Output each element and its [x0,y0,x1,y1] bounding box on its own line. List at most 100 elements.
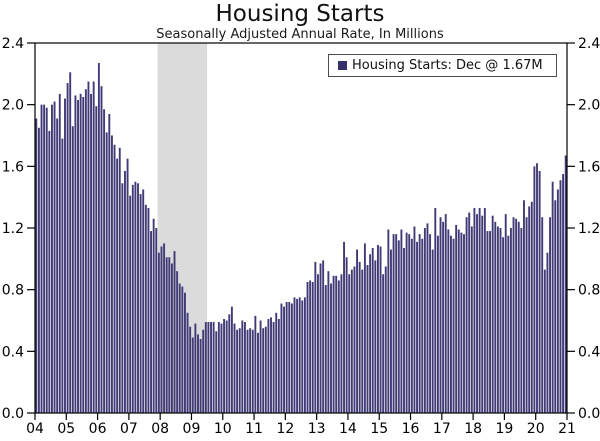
bar [270,317,272,413]
bar [35,118,38,413]
bar [124,170,126,413]
bar [387,229,390,413]
bar [204,322,207,413]
bar [405,232,408,414]
bar [483,207,486,413]
bar [473,207,476,413]
bar [382,274,385,413]
bar [390,249,392,413]
bar [108,113,111,414]
x-axis-label: 15 [370,421,388,437]
y-axis-label-right: 1.2 [578,221,600,237]
bar [491,215,494,413]
bar [100,86,103,414]
bar [82,96,85,414]
bar [77,100,79,413]
x-axis-label: 17 [433,421,451,437]
bar [478,207,481,413]
bar [296,298,299,413]
bar [392,234,395,413]
y-axis-label-right: 0.8 [578,283,600,299]
bar [465,217,468,413]
bar [423,228,426,413]
bar [549,217,551,413]
bar [58,93,61,414]
bar [512,217,515,413]
bar [468,212,471,413]
bar [251,329,254,413]
bar [496,226,499,413]
bar [262,328,265,413]
bar [418,234,421,413]
bar [144,204,147,413]
bar [84,89,87,413]
bar [358,261,361,413]
chart-subtitle: Seasonally Adjusted Annual Rate, In Mill… [156,27,444,42]
y-axis-label-left: 0.4 [2,344,24,360]
bar [481,215,484,413]
y-axis-label-right: 2.0 [578,98,600,114]
bar [79,93,82,414]
bar [233,323,236,413]
bar [335,275,338,413]
x-axis-label: 21 [558,421,576,437]
bar [110,135,113,413]
bar [215,331,218,413]
bar [551,181,554,413]
bar [303,297,306,414]
bar [408,234,411,413]
legend: Housing Starts: Dec @ 1.67M [328,54,557,77]
bar [426,223,429,413]
y-axis-label-right: 0.4 [578,344,600,360]
bar [191,337,194,413]
legend-marker-icon [338,61,347,70]
bar [431,249,434,413]
bar [217,322,220,413]
bar [118,147,121,413]
bar [264,326,267,413]
bar [238,328,241,413]
bar [165,257,168,413]
x-axis-label: 10 [214,421,232,437]
bar [66,83,69,413]
x-axis-label: 19 [495,421,513,437]
bar [210,322,212,413]
bar [525,217,528,413]
bar [61,138,64,413]
bar [236,329,239,413]
x-axis-label: 04 [26,421,44,437]
bar [546,252,549,413]
bar [543,269,546,414]
bar [64,98,66,413]
bar [230,306,233,414]
bar [126,158,129,414]
bar [327,271,330,413]
bar [429,234,432,413]
bar [103,109,106,413]
bar [298,297,301,414]
bar [186,312,189,413]
y-axis-label-right: 2.4 [578,36,600,52]
bar [476,214,478,413]
bar [150,231,152,413]
bar [197,334,199,414]
bar [74,95,77,414]
bar [470,226,473,413]
bar [369,254,372,413]
chart-title: Housing Starts [215,1,385,27]
x-axis-label: 14 [339,421,357,437]
bar [275,312,278,413]
bar [374,260,377,414]
bar [277,318,280,413]
bar [556,189,559,413]
bar [366,265,369,413]
bar [147,207,150,413]
bar [463,234,465,413]
bar [168,257,171,413]
bar [533,166,536,413]
bar [309,280,312,413]
bar [457,229,460,413]
bar [259,320,262,413]
bar [340,274,343,413]
